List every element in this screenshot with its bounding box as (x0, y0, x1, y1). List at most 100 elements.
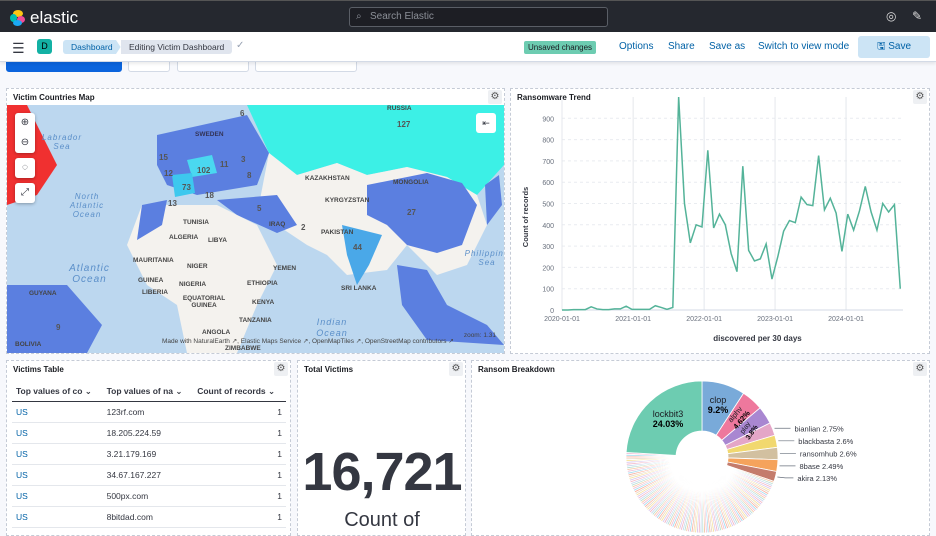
country-count: 73 (182, 183, 191, 192)
elastic-logo-icon (10, 10, 25, 26)
name-cell: 18.205.224.59 (102, 422, 194, 444)
slice-value: 24.03% (653, 419, 684, 429)
ocean-label: Philippine Sea (464, 249, 504, 267)
y-axis-title: Count of records (521, 187, 530, 247)
country-cell[interactable]: US (12, 485, 103, 507)
country-count: 5 (257, 204, 262, 213)
panel-title: Victim Countries Map (13, 93, 95, 102)
country-cell[interactable]: US (12, 422, 103, 444)
share-link[interactable]: Share (668, 41, 695, 52)
country-count: 15 (159, 153, 168, 162)
table-row[interactable]: US 18.205.224.59 1 (12, 422, 286, 444)
table-row[interactable]: US 123rf.com 1 (12, 401, 286, 423)
y-tick-label: 500 (542, 202, 554, 209)
y-tick-label: 200 (542, 265, 554, 272)
switch-view-link[interactable]: Switch to view mode (758, 41, 850, 52)
country-cell[interactable]: US (12, 401, 103, 423)
y-tick-label: 400 (542, 223, 554, 230)
country-count: 3 (241, 155, 246, 164)
table-row[interactable]: US 3.21.179.169 1 (12, 443, 286, 465)
gear-icon[interactable]: ⚙ (488, 90, 502, 104)
svg-text:clop: clop (710, 395, 727, 405)
country-count: 13 (168, 199, 177, 208)
news-feed-icon[interactable]: ✎ (912, 9, 923, 23)
save-as-link[interactable]: Save as (709, 41, 746, 52)
space-avatar[interactable]: D (37, 39, 52, 54)
map-label: ANGOLA (202, 329, 231, 336)
table-row[interactable]: US 500px.com 1 (12, 485, 286, 507)
country-count: 2 (301, 223, 306, 232)
gear-icon[interactable]: ⚙ (274, 362, 288, 376)
column-header-name[interactable]: Top values of na ⌄ (102, 381, 194, 402)
map-label: ETHIOPIA (247, 280, 278, 287)
gear-icon[interactable]: ⚙ (449, 362, 463, 376)
x-tick-label: 2024-01-01 (828, 316, 864, 323)
search-input[interactable]: ⌕ Search Elastic (349, 7, 608, 27)
zoom-level: zoom: 1.31 (463, 332, 496, 339)
table-row[interactable]: US 34.67.167.227 1 (12, 464, 286, 486)
count-cell: 1 (193, 464, 286, 486)
map-label: KAZAKHSTAN (305, 175, 350, 182)
table-row[interactable]: US 8bitdad.com 1 (12, 506, 286, 528)
map-attribution[interactable]: Made with NaturalEarth ↗, Elastic Maps S… (162, 338, 454, 345)
zoom-in-button[interactable]: ⊕ (20, 117, 30, 128)
x-tick-label: 2021-01-01 (615, 316, 651, 323)
layer-legend-button[interactable]: ⇤ (476, 113, 496, 133)
column-header-country[interactable]: Top values of co ⌄ (12, 381, 103, 402)
panel-title: Ransomware Trend (517, 93, 591, 102)
morocco-region (137, 200, 167, 240)
gear-icon[interactable]: ⚙ (913, 90, 927, 104)
fullscreen-button[interactable]: ⤢ (15, 183, 35, 203)
elastic-logo[interactable]: elastic (10, 8, 78, 28)
country-cell[interactable]: US (12, 443, 103, 465)
russia-region (247, 105, 504, 195)
count-cell: 1 (193, 443, 286, 465)
country-count: 27 (407, 208, 416, 217)
germany-region (187, 155, 217, 177)
y-tick-label: 0 (550, 308, 554, 315)
line-chart[interactable]: 0 100 200 300 400 500 600 700 800 900 2020-01-01 20… (511, 89, 930, 353)
breakdown-panel: Ransom Breakdown ⚙ clop 9.2% alphv 4.62% pla… (471, 360, 930, 536)
south-america-region (7, 285, 102, 353)
help-icon[interactable]: ◎ (886, 9, 897, 23)
ocean-label: North Atlantic Ocean (69, 192, 105, 219)
series-line (562, 96, 902, 311)
country-cell[interactable]: US (12, 464, 103, 486)
metric-label: Count of (344, 509, 420, 531)
zoom-out-button[interactable]: ⊖ (20, 137, 30, 148)
china-region (367, 173, 477, 253)
svg-text:lockbit3: lockbit3 (653, 409, 684, 419)
gear-icon[interactable]: ⚙ (913, 362, 927, 376)
country-count: 18 (205, 191, 214, 200)
options-link[interactable]: Options (619, 41, 654, 52)
choropleth-map[interactable]: RUSSIA KAZAKHSTAN MONGOLIA TUNISIA ALGER… (7, 105, 504, 353)
zoom-controls: ⊕ ⊖ (15, 113, 35, 153)
breadcrumb-dashboard[interactable]: Dashboard (63, 40, 121, 54)
menu-icon[interactable]: ☰ (12, 40, 25, 56)
map-label: NIGER (187, 263, 208, 270)
map-label: PAKISTAN (321, 229, 354, 236)
y-tick-label: 600 (542, 180, 554, 187)
name-cell: 8bitdad.com (102, 506, 194, 528)
map-label: LIBYA (208, 237, 227, 244)
slice-lockbit3[interactable] (625, 380, 703, 456)
map-label: KYRGYZSTAN (325, 197, 370, 204)
save-button[interactable]: 🖫 Save (858, 36, 930, 58)
ocean-label: Labrador Sea (41, 133, 83, 151)
metric-value: 16,721 (302, 442, 462, 502)
country-cell[interactable]: US (12, 506, 103, 528)
y-tick-label: 900 (542, 116, 554, 123)
x-tick-label: 2023-01-01 (757, 316, 793, 323)
map-label: GUYANA (29, 290, 57, 297)
column-header-count[interactable]: Count of records ⌄ (193, 381, 286, 402)
map-label: ALGERIA (169, 234, 199, 241)
victims-table: Top values of co ⌄ Top values of na ⌄ Co… (12, 381, 286, 528)
slice-label: ransomhub 2.6% (800, 449, 857, 458)
fit-to-data-button[interactable]: ◌ (15, 158, 35, 178)
leader-line (777, 476, 794, 479)
india-region (342, 225, 382, 285)
slice-label: bianlian 2.75% (795, 424, 845, 433)
map-label: BOLIVIA (15, 341, 42, 348)
